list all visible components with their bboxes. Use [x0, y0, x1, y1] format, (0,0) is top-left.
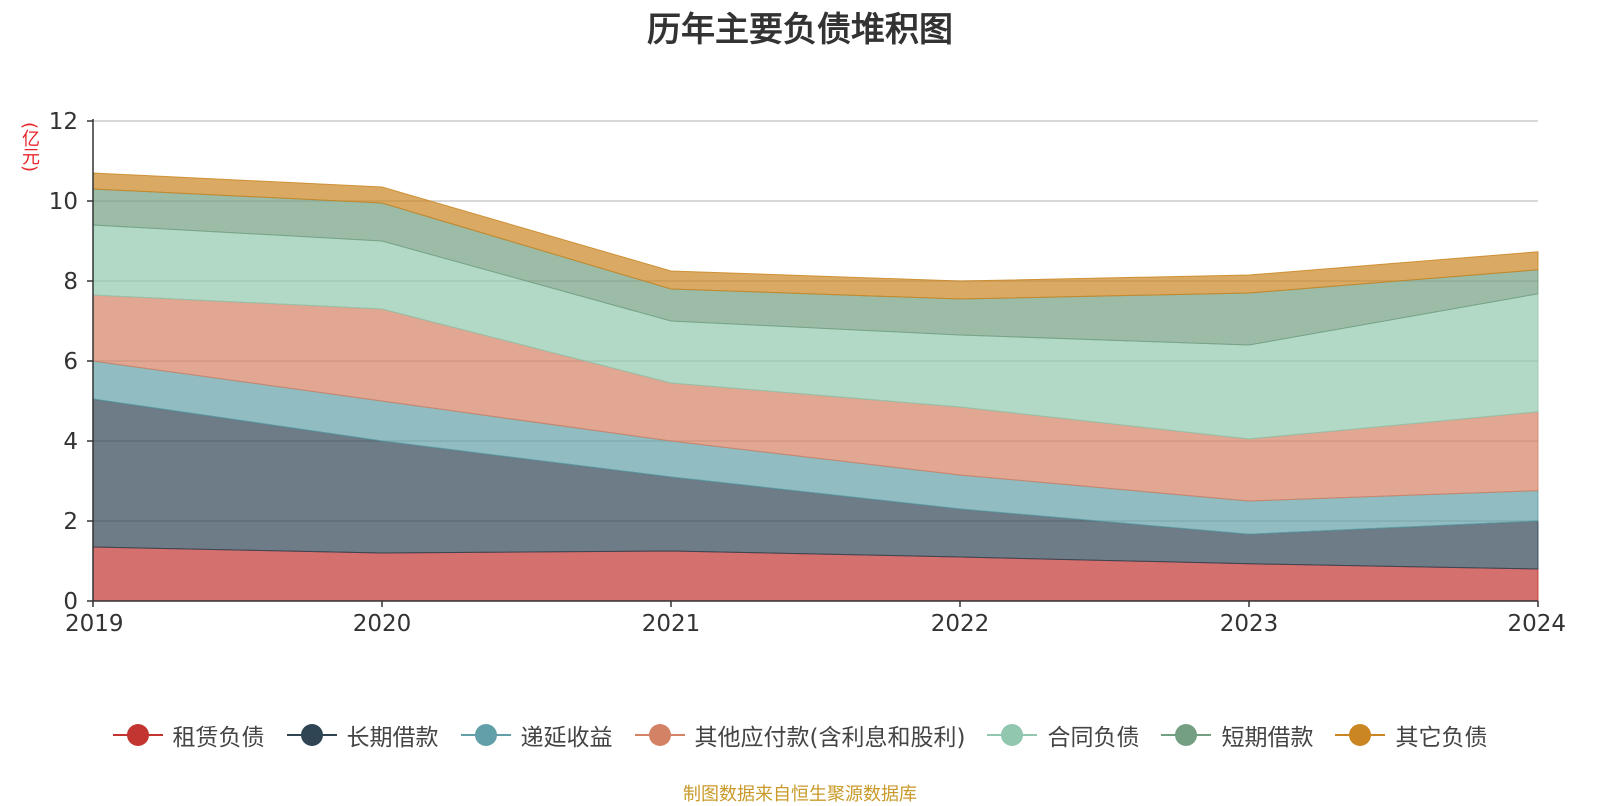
legend-item-1[interactable]: 长期借款 — [286, 718, 439, 752]
y-axis-unit-label: (亿元) — [19, 122, 40, 173]
legend-label: 租赁负债 — [172, 725, 265, 751]
legend-label: 合同负债 — [1047, 725, 1140, 751]
data-source-note: 制图数据来自恒生聚源数据库 — [683, 784, 917, 805]
x-tick-label: 2021 — [642, 611, 701, 637]
y-tick-label: 4 — [63, 429, 78, 455]
y-tick-label: 6 — [63, 349, 78, 375]
legend-swatch — [634, 724, 685, 746]
chart-title: 历年主要负债堆积图 — [647, 10, 953, 50]
legend-swatch — [987, 724, 1038, 746]
y-tick-label: 8 — [63, 269, 78, 295]
legend-label: 其它负债 — [1395, 725, 1488, 751]
x-tick-label: 2023 — [1220, 611, 1279, 637]
legend-swatch — [1335, 724, 1386, 746]
legend-item-6[interactable]: 其它负债 — [1335, 718, 1487, 752]
x-tick-label: 2022 — [931, 611, 990, 637]
legend-item-3[interactable]: 其他应付款(含利息和股利) — [634, 718, 966, 752]
y-tick-label: 2 — [63, 509, 78, 535]
legend-label: 短期借款 — [1221, 725, 1314, 751]
legend-swatch — [112, 724, 163, 746]
legend-swatch — [1161, 724, 1212, 746]
x-tick-label: 2020 — [353, 611, 412, 637]
y-tick-label: 10 — [49, 189, 78, 215]
legend: 租赁负债 长期借款 递延收益 其他应付款(含利息和股利) 合同负债 短期借款 其它负债 — [0, 718, 1600, 752]
y-tick-label: 0 — [63, 589, 78, 615]
legend-swatch — [460, 724, 511, 746]
legend-label: 长期借款 — [346, 725, 439, 751]
x-tick-label: 2019 — [65, 611, 124, 637]
legend-item-2[interactable]: 递延收益 — [460, 718, 613, 752]
legend-item-0[interactable]: 租赁负债 — [112, 718, 265, 752]
area-series-6 — [92, 172, 1539, 300]
y-tick-label: 12 — [49, 109, 78, 135]
legend-label: 其他应付款(含利息和股利) — [694, 725, 966, 751]
legend-item-5[interactable]: 短期借款 — [1161, 718, 1313, 752]
x-tick-label: 2024 — [1507, 611, 1566, 637]
legend-label: 递延收益 — [520, 725, 613, 751]
axes: 0 2 4 6 8 10 12 2019 2020 2021 2022 2023 2024 — [49, 109, 1566, 637]
area-series-group — [92, 172, 1539, 602]
legend-item-4[interactable]: 合同负债 — [987, 718, 1139, 752]
legend-swatch — [286, 724, 337, 746]
